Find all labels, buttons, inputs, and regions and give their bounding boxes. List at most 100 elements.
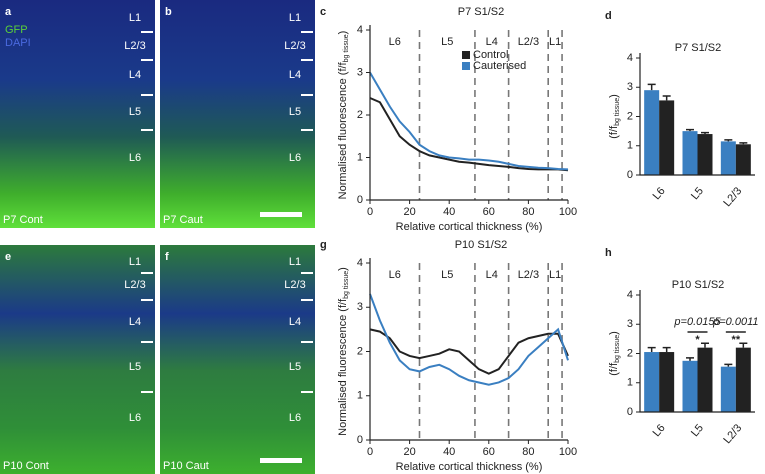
y-tick-label: 4 <box>627 289 633 301</box>
error-bar <box>724 363 733 367</box>
layer-label: L2/3 <box>124 40 145 52</box>
error-bar <box>701 131 709 135</box>
layer-label: L4 <box>129 316 141 328</box>
y-tick-label: 2 <box>357 109 363 121</box>
legend-label: Cauterised <box>473 60 526 72</box>
x-tick-label: 100 <box>559 206 577 218</box>
x-axis-label: Relative cortical thickness (%) <box>396 461 543 473</box>
bar <box>735 144 751 175</box>
micrograph <box>160 245 315 474</box>
x-tick-label: 40 <box>443 206 455 218</box>
y-tick-label: 1 <box>627 140 633 152</box>
layer-label: L5 <box>441 269 453 281</box>
x-tick-label: 80 <box>522 446 534 458</box>
p-value: p=0.0011 <box>712 316 758 328</box>
error-bar <box>662 346 671 353</box>
y-tick-label: 0 <box>627 169 633 181</box>
y-tick-label: 1 <box>357 390 363 402</box>
panel-letter: a <box>5 6 12 18</box>
y-tick-label: 0 <box>357 434 363 446</box>
x-tick-label: 20 <box>403 206 415 218</box>
layer-label: L5 <box>289 106 301 118</box>
y-tick-label: 3 <box>627 318 633 330</box>
layer-label: L6 <box>129 152 141 164</box>
layer-label: L6 <box>389 36 401 48</box>
panel-letter: h <box>605 247 612 259</box>
image-panel: b P7 Caut L1 L2/3 L4 L5 L6 <box>160 0 315 228</box>
image-caption: P10 Cont <box>3 460 49 472</box>
series-line <box>369 97 569 172</box>
micrograph <box>0 0 155 228</box>
layer-label: L5 <box>129 361 141 373</box>
series-line <box>369 293 569 386</box>
channel-label: DAPI <box>5 37 31 49</box>
series-line <box>369 328 569 375</box>
scale-bar <box>260 458 302 463</box>
panel-letter: b <box>165 6 172 18</box>
panel-letter: e <box>5 251 11 263</box>
layer-label: L5 <box>289 361 301 373</box>
y-label-main: Normalised fluorescence (f/f <box>337 61 349 199</box>
image-caption: P7 Cont <box>3 214 43 226</box>
layer-label: L4 <box>289 316 301 328</box>
layer-label: L1 <box>549 269 561 281</box>
layer-label: L1 <box>289 12 301 24</box>
image-panel: f P10 Caut L1 L2/3 L4 L5 L6 <box>160 245 315 474</box>
scale-bar <box>260 212 302 217</box>
bar <box>644 352 660 412</box>
bar <box>644 90 660 175</box>
x-tick-label: L5 <box>689 185 706 202</box>
x-tick-label: 60 <box>483 446 495 458</box>
bar <box>659 352 675 412</box>
layer-label: L1 <box>289 256 301 268</box>
x-tick-label: 60 <box>483 206 495 218</box>
y-axis-label: Normalised fluorescence (f/fbg tissue) <box>337 31 350 200</box>
error-bar <box>647 83 656 91</box>
y-tick-label: 1 <box>627 377 633 389</box>
y-tick-label: 3 <box>357 301 363 313</box>
y-tick-label: 0 <box>627 406 633 418</box>
panel-letter: g <box>320 239 327 251</box>
layer-label: L1 <box>549 36 561 48</box>
chart-title: P7 S1/S2 <box>675 42 721 54</box>
error-bar <box>686 128 694 132</box>
layer-label: L1 <box>129 12 141 24</box>
x-tick-label: L5 <box>689 422 706 439</box>
x-tick-label: L6 <box>651 185 668 202</box>
y-axis-label: (f/fbg tissue) <box>608 94 621 139</box>
y-tick-label: 4 <box>627 52 633 64</box>
channel-label: GFP <box>5 24 28 36</box>
error-bar <box>686 357 694 361</box>
axes <box>639 53 755 176</box>
panel-letter: f <box>165 251 169 263</box>
error-bar <box>662 95 671 101</box>
micrograph <box>0 245 155 474</box>
y-label-main: (f/f <box>608 362 620 376</box>
layer-label: L1 <box>129 256 141 268</box>
y-label-sub: bg tissue <box>614 335 621 363</box>
layer-label: L5 <box>441 36 453 48</box>
y-tick-label: 2 <box>627 347 633 359</box>
error-bar <box>739 342 748 348</box>
y-tick-label: 4 <box>357 257 363 269</box>
chart-title: P10 S1/S2 <box>672 279 725 291</box>
significance-stars: ** <box>732 334 741 346</box>
y-label-close: ) <box>608 94 620 98</box>
bar <box>659 100 675 175</box>
layer-label: L2/3 <box>284 40 305 52</box>
y-axis-label: (f/fbg tissue) <box>608 331 621 376</box>
y-tick-label: 3 <box>627 81 633 93</box>
y-tick-label: 1 <box>357 151 363 163</box>
layer-label: L2/3 <box>518 36 539 48</box>
y-tick-label: 2 <box>357 345 363 357</box>
y-tick-label: 4 <box>357 24 363 36</box>
y-label-close: ) <box>337 31 349 35</box>
panel-letter: c <box>320 6 326 18</box>
layer-label: L5 <box>129 106 141 118</box>
y-label-sub: bg tissue <box>343 271 350 299</box>
y-label-sub: bg tissue <box>343 34 350 62</box>
x-tick-label: 0 <box>367 206 373 218</box>
y-label-main: (f/f <box>608 125 620 139</box>
image-panel: e P10 Cont L1 L2/3 L4 L5 L6 <box>0 245 155 474</box>
